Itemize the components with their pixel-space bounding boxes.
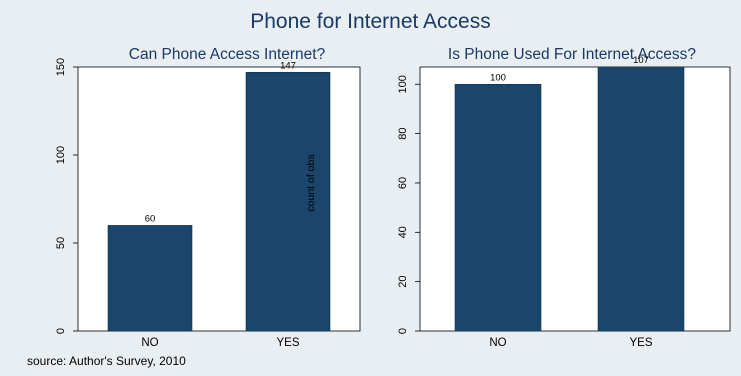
right-panel-title: Is Phone Used For Internet Access?	[447, 46, 697, 63]
chart-title: Phone for Internet Access	[250, 10, 491, 33]
left-data-label: 147	[280, 60, 296, 71]
left-bar-no	[107, 225, 193, 332]
left-data-label: 60	[145, 213, 156, 224]
right-bar-yes	[597, 66, 685, 332]
right-data-label: 100	[490, 72, 506, 83]
right-category-label: NO	[489, 337, 506, 349]
left-y-tick-label: 0	[55, 328, 67, 334]
right-y-tick-label: 40	[397, 226, 409, 238]
left-y-tick-label: 50	[55, 237, 67, 249]
left-panel-title: Can Phone Access Internet?	[128, 46, 326, 63]
left-bar-yes	[245, 71, 331, 332]
left-y-axis-label: count of obs	[305, 154, 317, 211]
right-data-label: 107	[633, 55, 649, 66]
right-y-tick-label: 20	[397, 276, 409, 288]
right-category-label: YES	[629, 337, 652, 349]
left-category-label: YES	[276, 337, 299, 349]
left-y-tick-label: 100	[55, 146, 67, 164]
source-note: source: Author's Survey, 2010	[27, 354, 186, 368]
left-y-tick-label: 150	[55, 58, 67, 76]
right-y-tick-label: 80	[397, 127, 409, 139]
right-y-tick-label: 0	[397, 328, 409, 334]
right-y-tick-label: 100	[397, 75, 409, 93]
right-y-tick-label: 60	[397, 177, 409, 189]
right-bar-no	[454, 83, 542, 332]
left-category-label: NO	[141, 337, 158, 349]
